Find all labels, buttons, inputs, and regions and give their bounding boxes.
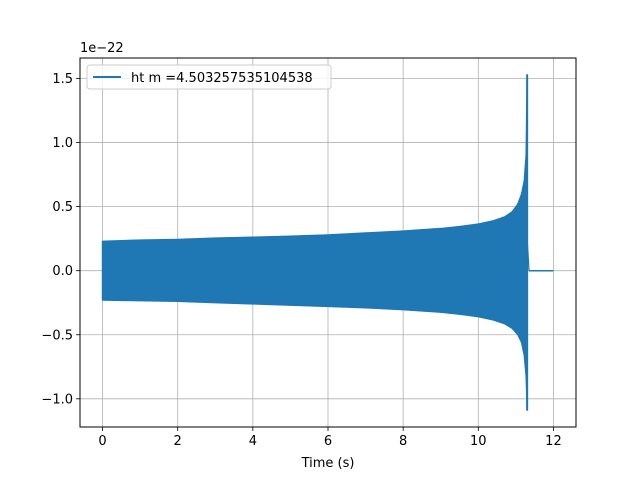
- x-tick-label: 8: [399, 434, 407, 449]
- legend-entry-label: ht m =4.503257535104538: [131, 71, 313, 86]
- legend: ht m =4.503257535104538: [86, 64, 332, 90]
- x-tick-label: 6: [324, 434, 332, 449]
- y-tick-label: −1.0: [41, 392, 73, 407]
- y-offset-text: 1e−22: [80, 41, 124, 56]
- plot-area: [101, 74, 554, 411]
- y-tick-label: −0.5: [41, 328, 73, 343]
- x-tick-label: 10: [470, 434, 487, 449]
- x-tick-label: 12: [545, 434, 562, 449]
- x-tick-label: 4: [249, 434, 257, 449]
- legend-box: [86, 64, 332, 90]
- y-tick-label: 1.0: [52, 136, 73, 151]
- series-ringdown: [526, 238, 530, 271]
- x-axis-label: Time (s): [301, 456, 355, 471]
- x-tick-label: 2: [174, 434, 182, 449]
- y-tick-label: 1.5: [52, 72, 73, 87]
- y-tick-label: 0.0: [52, 264, 73, 279]
- y-tick-label: 0.5: [52, 200, 73, 215]
- x-tick-label: 0: [98, 434, 106, 449]
- axis-ticks: 0 2 4 6 8 10 12 −1.0 −0.5 0.0 0.5 1.0 1.5: [41, 72, 561, 449]
